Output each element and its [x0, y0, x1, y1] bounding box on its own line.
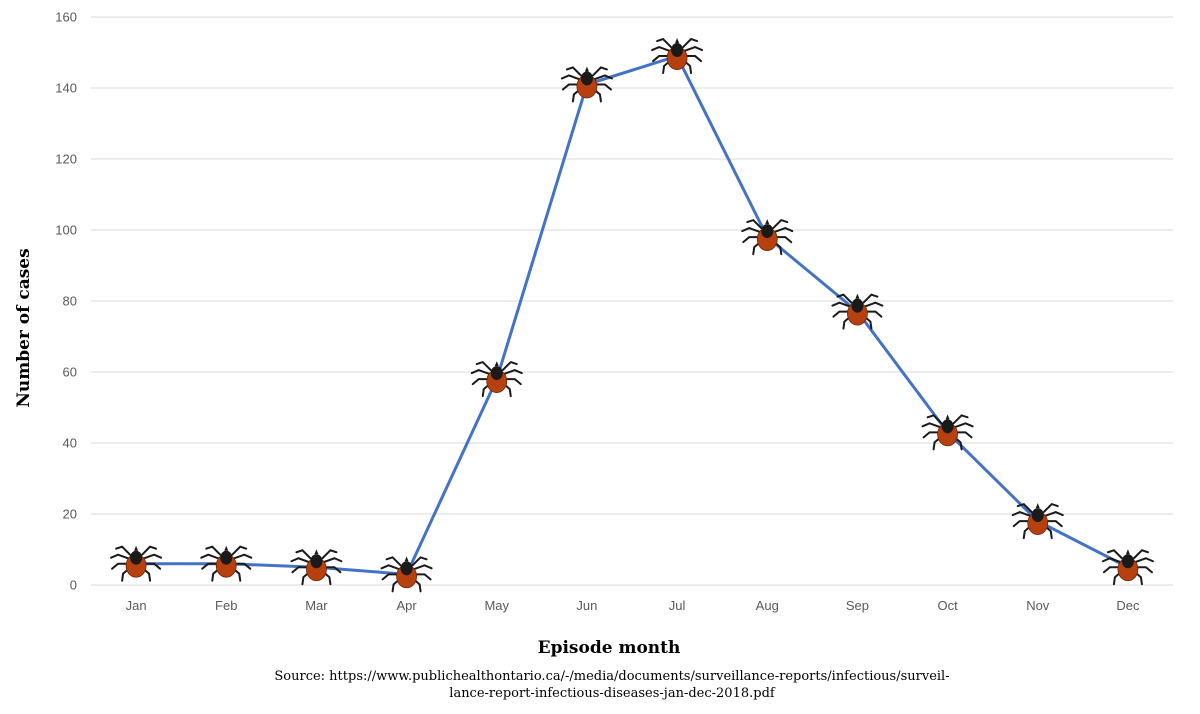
gridlines: [91, 16, 1173, 586]
y-tick-label: 120: [55, 152, 77, 167]
y-tick-label: 0: [70, 578, 77, 593]
tick-icon: [1011, 502, 1064, 540]
y-tick-label: 60: [63, 365, 77, 380]
x-tick-label-nov: Nov: [1026, 598, 1050, 613]
data-point-markers: [110, 37, 1154, 593]
y-axis-title: Number of cases: [14, 248, 34, 407]
source-line-2: lance-report-infectious-diseases-jan-dec…: [449, 686, 776, 701]
y-tick-label: 100: [55, 223, 77, 238]
x-tick-label-may: May: [484, 598, 509, 613]
source-line-1: Source: https://www.publichealthontario.…: [274, 669, 949, 684]
y-tick-label: 80: [63, 294, 77, 309]
series-line: [136, 54, 1129, 576]
x-tick-label-oct: Oct: [937, 598, 958, 613]
x-tick-label-aug: Aug: [756, 598, 779, 613]
y-tick-label: 20: [63, 507, 77, 522]
tick-icon: [1101, 548, 1154, 586]
tick-icon: [560, 65, 613, 103]
x-tick-label-mar: Mar: [305, 598, 328, 613]
tick-icon: [470, 360, 523, 398]
tick-icon: [290, 548, 343, 586]
y-tick-label: 40: [63, 436, 77, 451]
tick-icon: [921, 413, 974, 451]
tick-icon: [741, 218, 794, 256]
x-tick-labels: Jan Feb Mar Apr May Jun Jul Aug Sep Oct Nov Dec: [126, 598, 1140, 613]
y-tick-labels: 0 20 40 60 80 100 120 140 160: [55, 10, 77, 593]
x-tick-label-dec: Dec: [1116, 598, 1140, 613]
tick-icon: [200, 544, 253, 582]
x-tick-label-apr: Apr: [396, 598, 417, 613]
tick-icon: [110, 544, 163, 582]
x-axis-title: Episode month: [538, 638, 681, 658]
x-tick-label-jun: Jun: [576, 598, 597, 613]
series-line-layer: [136, 54, 1129, 576]
tick-icon: [651, 37, 704, 75]
y-tick-label: 140: [55, 81, 77, 96]
y-tick-label: 160: [55, 10, 77, 25]
x-tick-label-feb: Feb: [215, 598, 237, 613]
tick-icon: [380, 555, 433, 593]
x-tick-label-jul: Jul: [669, 598, 686, 613]
x-tick-label-jan: Jan: [126, 598, 147, 613]
x-tick-label-sep: Sep: [846, 598, 869, 613]
